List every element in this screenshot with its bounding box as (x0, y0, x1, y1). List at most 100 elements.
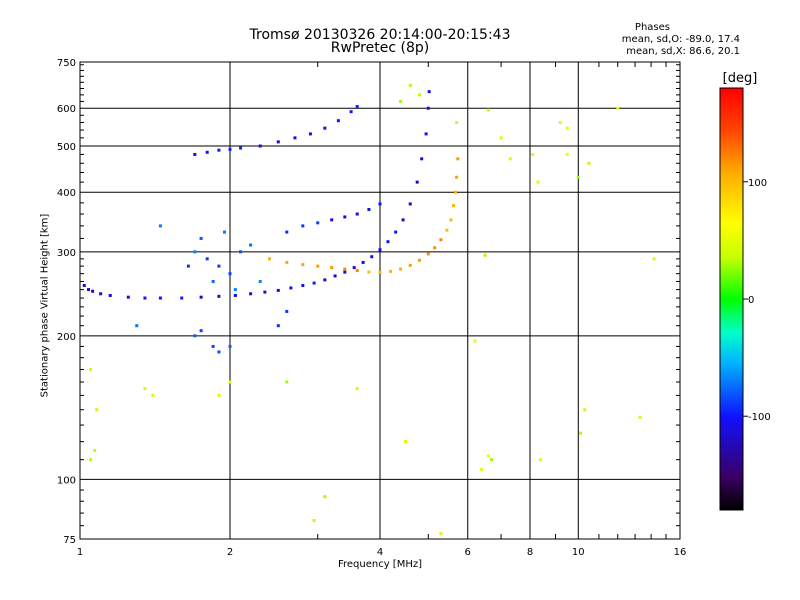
echo-point-noise (565, 126, 569, 130)
y-tick-label: 300 (57, 248, 76, 259)
echo-point-x (316, 264, 320, 268)
echo-point-o (370, 255, 374, 259)
echo-point-o (427, 90, 431, 94)
echo-point-o (217, 294, 221, 298)
echo-point-noise (490, 458, 494, 462)
echo-point-noise (355, 387, 359, 391)
echo-point-x (355, 269, 359, 273)
echo-point-noise (486, 108, 490, 112)
echo-point-x (267, 257, 271, 261)
echo-point-x (426, 252, 430, 256)
echo-point-x (454, 190, 458, 194)
x-ticks: 1 2 4 6 8 10 16 (77, 62, 687, 558)
echo-point-o (276, 288, 280, 292)
echo-point-noise (638, 415, 642, 419)
echo-point-f-second-hop (301, 224, 305, 228)
echo-point-scattered (228, 272, 232, 276)
echo-point-noise (455, 121, 459, 125)
echo-point-noise (508, 157, 512, 161)
echo-point-o (86, 288, 90, 292)
echo-point-o (352, 266, 356, 270)
echo-point-scattered (233, 288, 237, 292)
echo-point-o (343, 270, 347, 274)
echo-point-scattered (205, 257, 209, 261)
echo-point-f2-multiple (308, 132, 312, 136)
echo-point-noise (480, 467, 484, 471)
echo-point-scattered (249, 243, 253, 247)
x-tick-label: 8 (527, 547, 533, 558)
grid-lines (80, 62, 680, 539)
y-tick-label: 400 (57, 188, 76, 199)
echo-point-scattered (276, 324, 280, 328)
x-tick-label: 10 (572, 547, 585, 558)
echo-point-noise (483, 253, 487, 257)
echo-point-o (420, 157, 424, 161)
echo-point-scattered (193, 250, 197, 254)
echo-point-o (199, 295, 203, 299)
echo-point-scattered (158, 224, 162, 228)
echo-point-o (424, 132, 428, 136)
echo-point-f2-multiple (217, 148, 221, 152)
echo-point-f2-multiple (205, 150, 209, 154)
echo-point-noise (143, 387, 147, 391)
echo-point-o (263, 290, 267, 294)
echo-point-noise (499, 136, 503, 140)
echo-point-o (301, 283, 305, 287)
chart-title: Tromsø 20130326 20:14:00-20:15:43 (249, 27, 511, 43)
echo-point-x (417, 258, 421, 262)
echo-point-scattered (239, 250, 243, 254)
echo-point-scattered (211, 344, 215, 348)
echo-point-x (285, 260, 289, 264)
echo-point-noise (217, 393, 221, 397)
echo-point-o (91, 289, 95, 293)
echo-point-o (233, 293, 237, 297)
echo-point-noise (95, 408, 99, 412)
echo-point-scattered (135, 324, 139, 328)
echo-point-noise (228, 380, 232, 384)
echo-point-scattered (199, 329, 203, 333)
echo-point-noise (93, 448, 97, 452)
x-tick-label: 16 (674, 547, 687, 558)
echo-point-f-second-hop (355, 212, 359, 216)
echo-point-f2-multiple (349, 110, 353, 114)
echo-point-noise (323, 495, 327, 499)
y-tick-label: 100 (57, 475, 76, 486)
echo-point-x (378, 270, 382, 274)
colorbar (719, 87, 744, 511)
echo-point-f-second-hop (316, 221, 320, 225)
x-axis-label: Frequency [MHz] (337, 559, 423, 570)
echo-point-x (449, 218, 453, 222)
echo-point-x (343, 267, 347, 271)
echo-point-noise (616, 106, 620, 110)
y-tick-label: 500 (57, 142, 76, 153)
echo-point-x (367, 270, 371, 274)
echo-point-x (452, 204, 456, 208)
echo-point-noise (285, 380, 289, 384)
echo-point-o (386, 240, 390, 244)
echo-point-scattered (193, 334, 197, 338)
y-axis-label: Stationary phase Virtual Height [km] (39, 213, 51, 398)
echo-point-scattered (199, 236, 203, 240)
echo-point-f-second-hop (285, 230, 289, 234)
echo-point-noise (417, 93, 421, 97)
echo-point-noise (151, 393, 155, 397)
echo-point-noise (565, 152, 569, 156)
echo-point-noise (486, 454, 490, 458)
echo-point-noise (473, 339, 477, 343)
echo-point-o (126, 295, 130, 299)
echo-point-noise (408, 83, 412, 87)
echo-point-f2-multiple (258, 144, 262, 148)
echo-point-f-second-hop (378, 202, 382, 206)
echo-point-noise (576, 175, 580, 179)
echo-point-o (249, 292, 253, 296)
echo-point-f-second-hop (343, 215, 347, 219)
x-tick-label: 2 (227, 547, 233, 558)
echo-point-o (99, 292, 103, 296)
y-tick-label: 75 (63, 535, 76, 546)
echo-point-f2-multiple (293, 136, 297, 140)
echo-point-x (399, 267, 403, 271)
echo-point-o (426, 106, 430, 110)
echo-point-x (301, 263, 305, 267)
echo-point-x (330, 266, 334, 270)
